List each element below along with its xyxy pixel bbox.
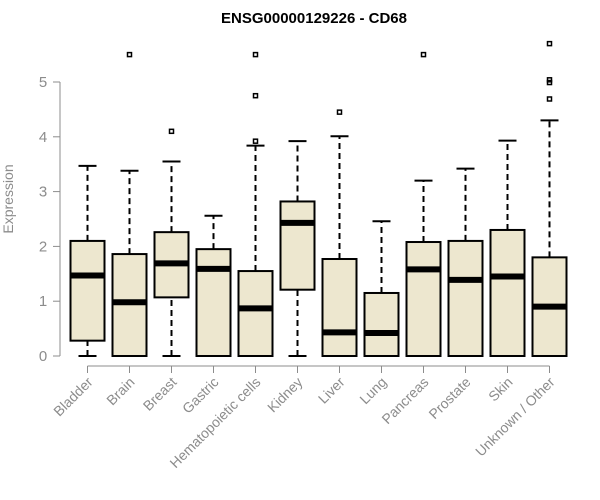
y-axis: 0 1 2 3 4 5 xyxy=(39,74,61,365)
y-tick-label: 5 xyxy=(39,74,47,91)
box-series xyxy=(69,40,568,358)
box-pancreas xyxy=(405,51,442,358)
box-brain xyxy=(111,51,148,358)
x-tick-label: Lung xyxy=(356,374,389,407)
box-iqr xyxy=(489,228,526,358)
y-tick-label: 4 xyxy=(39,129,47,146)
box-iqr xyxy=(69,239,106,342)
x-tick-label: Bladder xyxy=(50,374,96,420)
x-tick-label: Breast xyxy=(140,374,180,414)
box-liver xyxy=(321,109,358,357)
box-skin xyxy=(489,139,526,358)
outlier-point xyxy=(168,128,175,135)
box-iqr xyxy=(279,200,316,291)
y-tick-label: 2 xyxy=(39,238,47,255)
chart-title: ENSG00000129226 - CD68 xyxy=(221,10,407,27)
x-tick-label: Kidney xyxy=(264,374,306,416)
box-breast xyxy=(153,128,190,357)
x-tick-label: Prostate xyxy=(425,374,473,422)
box-unknown-other xyxy=(531,40,568,357)
box-bladder xyxy=(69,164,106,357)
box-hematopoietic-cells xyxy=(237,51,274,357)
outlier-point xyxy=(252,138,259,144)
y-tick-label: 0 xyxy=(39,348,47,365)
x-tick-label: Skin xyxy=(485,374,516,405)
outlier-point xyxy=(126,51,133,58)
y-axis-label: Expression xyxy=(0,164,16,233)
outlier-point xyxy=(252,92,259,99)
outlier-point xyxy=(252,51,259,58)
outlier-point xyxy=(546,40,553,47)
box-iqr xyxy=(321,258,358,357)
box-iqr xyxy=(237,270,274,357)
y-tick-label: 1 xyxy=(39,293,47,310)
box-gastric xyxy=(195,214,232,357)
x-tick-label: Pancreas xyxy=(378,374,431,427)
box-iqr xyxy=(447,239,484,357)
outlier-point xyxy=(546,77,553,83)
outlier-point xyxy=(420,51,427,58)
outlier-point xyxy=(546,96,553,102)
x-tick-label: Unknown / Other xyxy=(472,374,558,460)
y-tick-label: 3 xyxy=(39,184,47,201)
x-tick-label: Liver xyxy=(315,374,348,407)
box-prostate xyxy=(447,167,484,357)
outlier-point xyxy=(336,109,343,115)
box-iqr xyxy=(363,291,400,358)
box-lung xyxy=(363,220,400,358)
box-iqr xyxy=(195,248,232,357)
box-kidney xyxy=(279,140,316,357)
x-tick-label: Brain xyxy=(103,374,137,408)
box-iqr xyxy=(405,241,442,358)
